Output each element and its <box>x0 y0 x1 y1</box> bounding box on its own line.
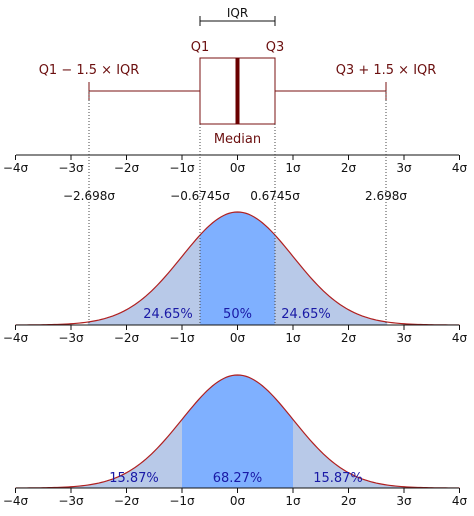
region-2-inner-1sigma <box>182 375 293 488</box>
normal-curve-2 <box>15 374 460 489</box>
axis-3-tick-label: 3σ <box>396 494 412 508</box>
guide-lines <box>88 91 387 325</box>
median-label: Median <box>214 132 261 147</box>
region-2-outer-left <box>15 419 182 488</box>
axis-1: −4σ −3σ −2σ −1σ 0σ 1σ 2σ 3σ 4σ <box>3 154 468 175</box>
q1-label: Q1 <box>191 40 210 55</box>
axis-3-tick-label: 4σ <box>452 494 468 508</box>
axis-3-tick-label: 2σ <box>341 494 357 508</box>
region-1-inner-iqr <box>200 212 275 325</box>
boundary-value-labels: −2.698σ −0.6745σ 0.6745σ 2.698σ <box>63 189 407 203</box>
axis-1-tick-label: −3σ <box>58 161 84 175</box>
distribution-2: −4σ −3σ −2σ −1σ 0σ 1σ 2σ 3σ 4σ 15.87% 68.27% 15.… <box>3 374 468 508</box>
axis-1-tick-label: 1σ <box>285 161 301 175</box>
axis-2-tick-label: −3σ <box>58 331 84 345</box>
region-1-outer-left <box>87 234 201 325</box>
normal-curve-1 <box>15 211 460 326</box>
axis-3-tick-label: −2σ <box>114 494 140 508</box>
q3-label: Q3 <box>266 40 285 55</box>
axis-2-tick-label: −2σ <box>114 331 140 345</box>
axis-1-tick-label: 0σ <box>230 161 246 175</box>
axis-3-ticks: −4σ −3σ −2σ −1σ 0σ 1σ 2σ 3σ 4σ <box>3 488 468 508</box>
axis-1-tick-label: −4σ <box>3 161 29 175</box>
region-1-outer-right <box>274 234 388 325</box>
axis-1-tick-label: −2σ <box>114 161 140 175</box>
upper-whisker-label: Q3 + 1.5 × IQR <box>336 63 437 78</box>
axis-1-tick-label: 3σ <box>396 161 412 175</box>
region-2-outer-right <box>293 419 460 488</box>
axis-3-tick-label: 0σ <box>230 494 246 508</box>
axis-2-tick-label: −4σ <box>3 331 29 345</box>
pct-label-left-2: 15.87% <box>109 471 159 486</box>
axis-3-tick-label: −3σ <box>58 494 84 508</box>
axis-2-ticks: −4σ −3σ −2σ −1σ 0σ 1σ 2σ 3σ 4σ <box>3 325 468 345</box>
axis-1-tick-label: 4σ <box>452 161 468 175</box>
axis-2-tick-label: −1σ <box>169 331 195 345</box>
axis-2-tick-label: 0σ <box>230 331 246 345</box>
axis-1-tick-label: −1σ <box>169 161 195 175</box>
pct-label-center-2: 68.27% <box>213 471 263 486</box>
pct-label-right-2: 15.87% <box>313 471 363 486</box>
pct-label-right-1: 24.65% <box>281 307 331 322</box>
axis-2-tick-label: 3σ <box>396 331 412 345</box>
axis-3-tick-label: 1σ <box>285 494 301 508</box>
iqr-label: IQR <box>227 6 248 20</box>
boxplot: IQR Q1 Q3 Q1 − 1.5 × IQR Q3 + 1.5 × IQR … <box>39 6 437 147</box>
axis-3-tick-label: −1σ <box>169 494 195 508</box>
axis-1-tick-label: 2σ <box>341 161 357 175</box>
axis-2-tick-label: 2σ <box>341 331 357 345</box>
axis-1-ticks: −4σ −3σ −2σ −1σ 0σ 1σ 2σ 3σ 4σ <box>3 155 468 175</box>
lower-whisker-label: Q1 − 1.5 × IQR <box>39 63 140 78</box>
axis-2-tick-label: 4σ <box>452 331 468 345</box>
axis-2-tick-label: 1σ <box>285 331 301 345</box>
axis-3-tick-label: −4σ <box>3 494 29 508</box>
pct-label-left-1: 24.65% <box>143 307 193 322</box>
distribution-1: −4σ −3σ −2σ −1σ 0σ 1σ 2σ 3σ 4σ 24.65% 50% 24.65% <box>3 211 468 345</box>
pct-label-center-1: 50% <box>223 307 252 322</box>
